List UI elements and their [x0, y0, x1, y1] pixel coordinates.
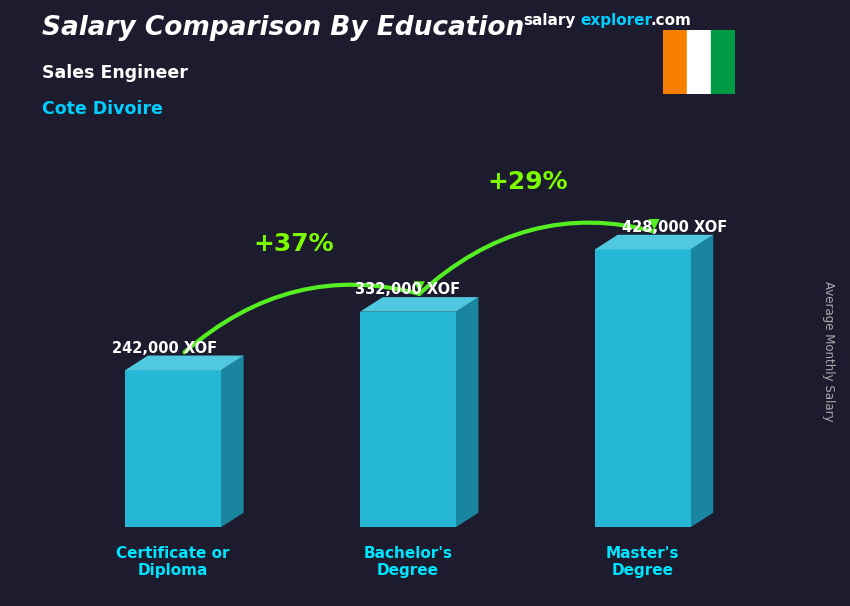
Polygon shape	[711, 30, 735, 94]
Text: 332,000 XOF: 332,000 XOF	[355, 282, 461, 298]
Polygon shape	[125, 370, 221, 527]
Polygon shape	[595, 249, 691, 527]
Polygon shape	[456, 297, 479, 527]
Polygon shape	[221, 356, 244, 527]
Text: +37%: +37%	[253, 233, 333, 256]
Polygon shape	[360, 311, 456, 527]
Polygon shape	[360, 297, 479, 311]
Polygon shape	[125, 356, 244, 370]
Text: salary: salary	[523, 13, 575, 28]
Text: .com: .com	[650, 13, 691, 28]
Text: +29%: +29%	[488, 170, 569, 194]
Text: 428,000 XOF: 428,000 XOF	[621, 220, 727, 235]
Text: 242,000 XOF: 242,000 XOF	[112, 341, 217, 356]
Text: Salary Comparison By Education: Salary Comparison By Education	[42, 15, 524, 41]
Polygon shape	[687, 30, 711, 94]
Polygon shape	[691, 235, 713, 527]
Polygon shape	[663, 30, 687, 94]
Polygon shape	[595, 235, 713, 249]
Text: explorer: explorer	[581, 13, 653, 28]
Text: Sales Engineer: Sales Engineer	[42, 64, 189, 82]
Text: Cote Divoire: Cote Divoire	[42, 100, 163, 118]
Text: Average Monthly Salary: Average Monthly Salary	[822, 281, 836, 422]
